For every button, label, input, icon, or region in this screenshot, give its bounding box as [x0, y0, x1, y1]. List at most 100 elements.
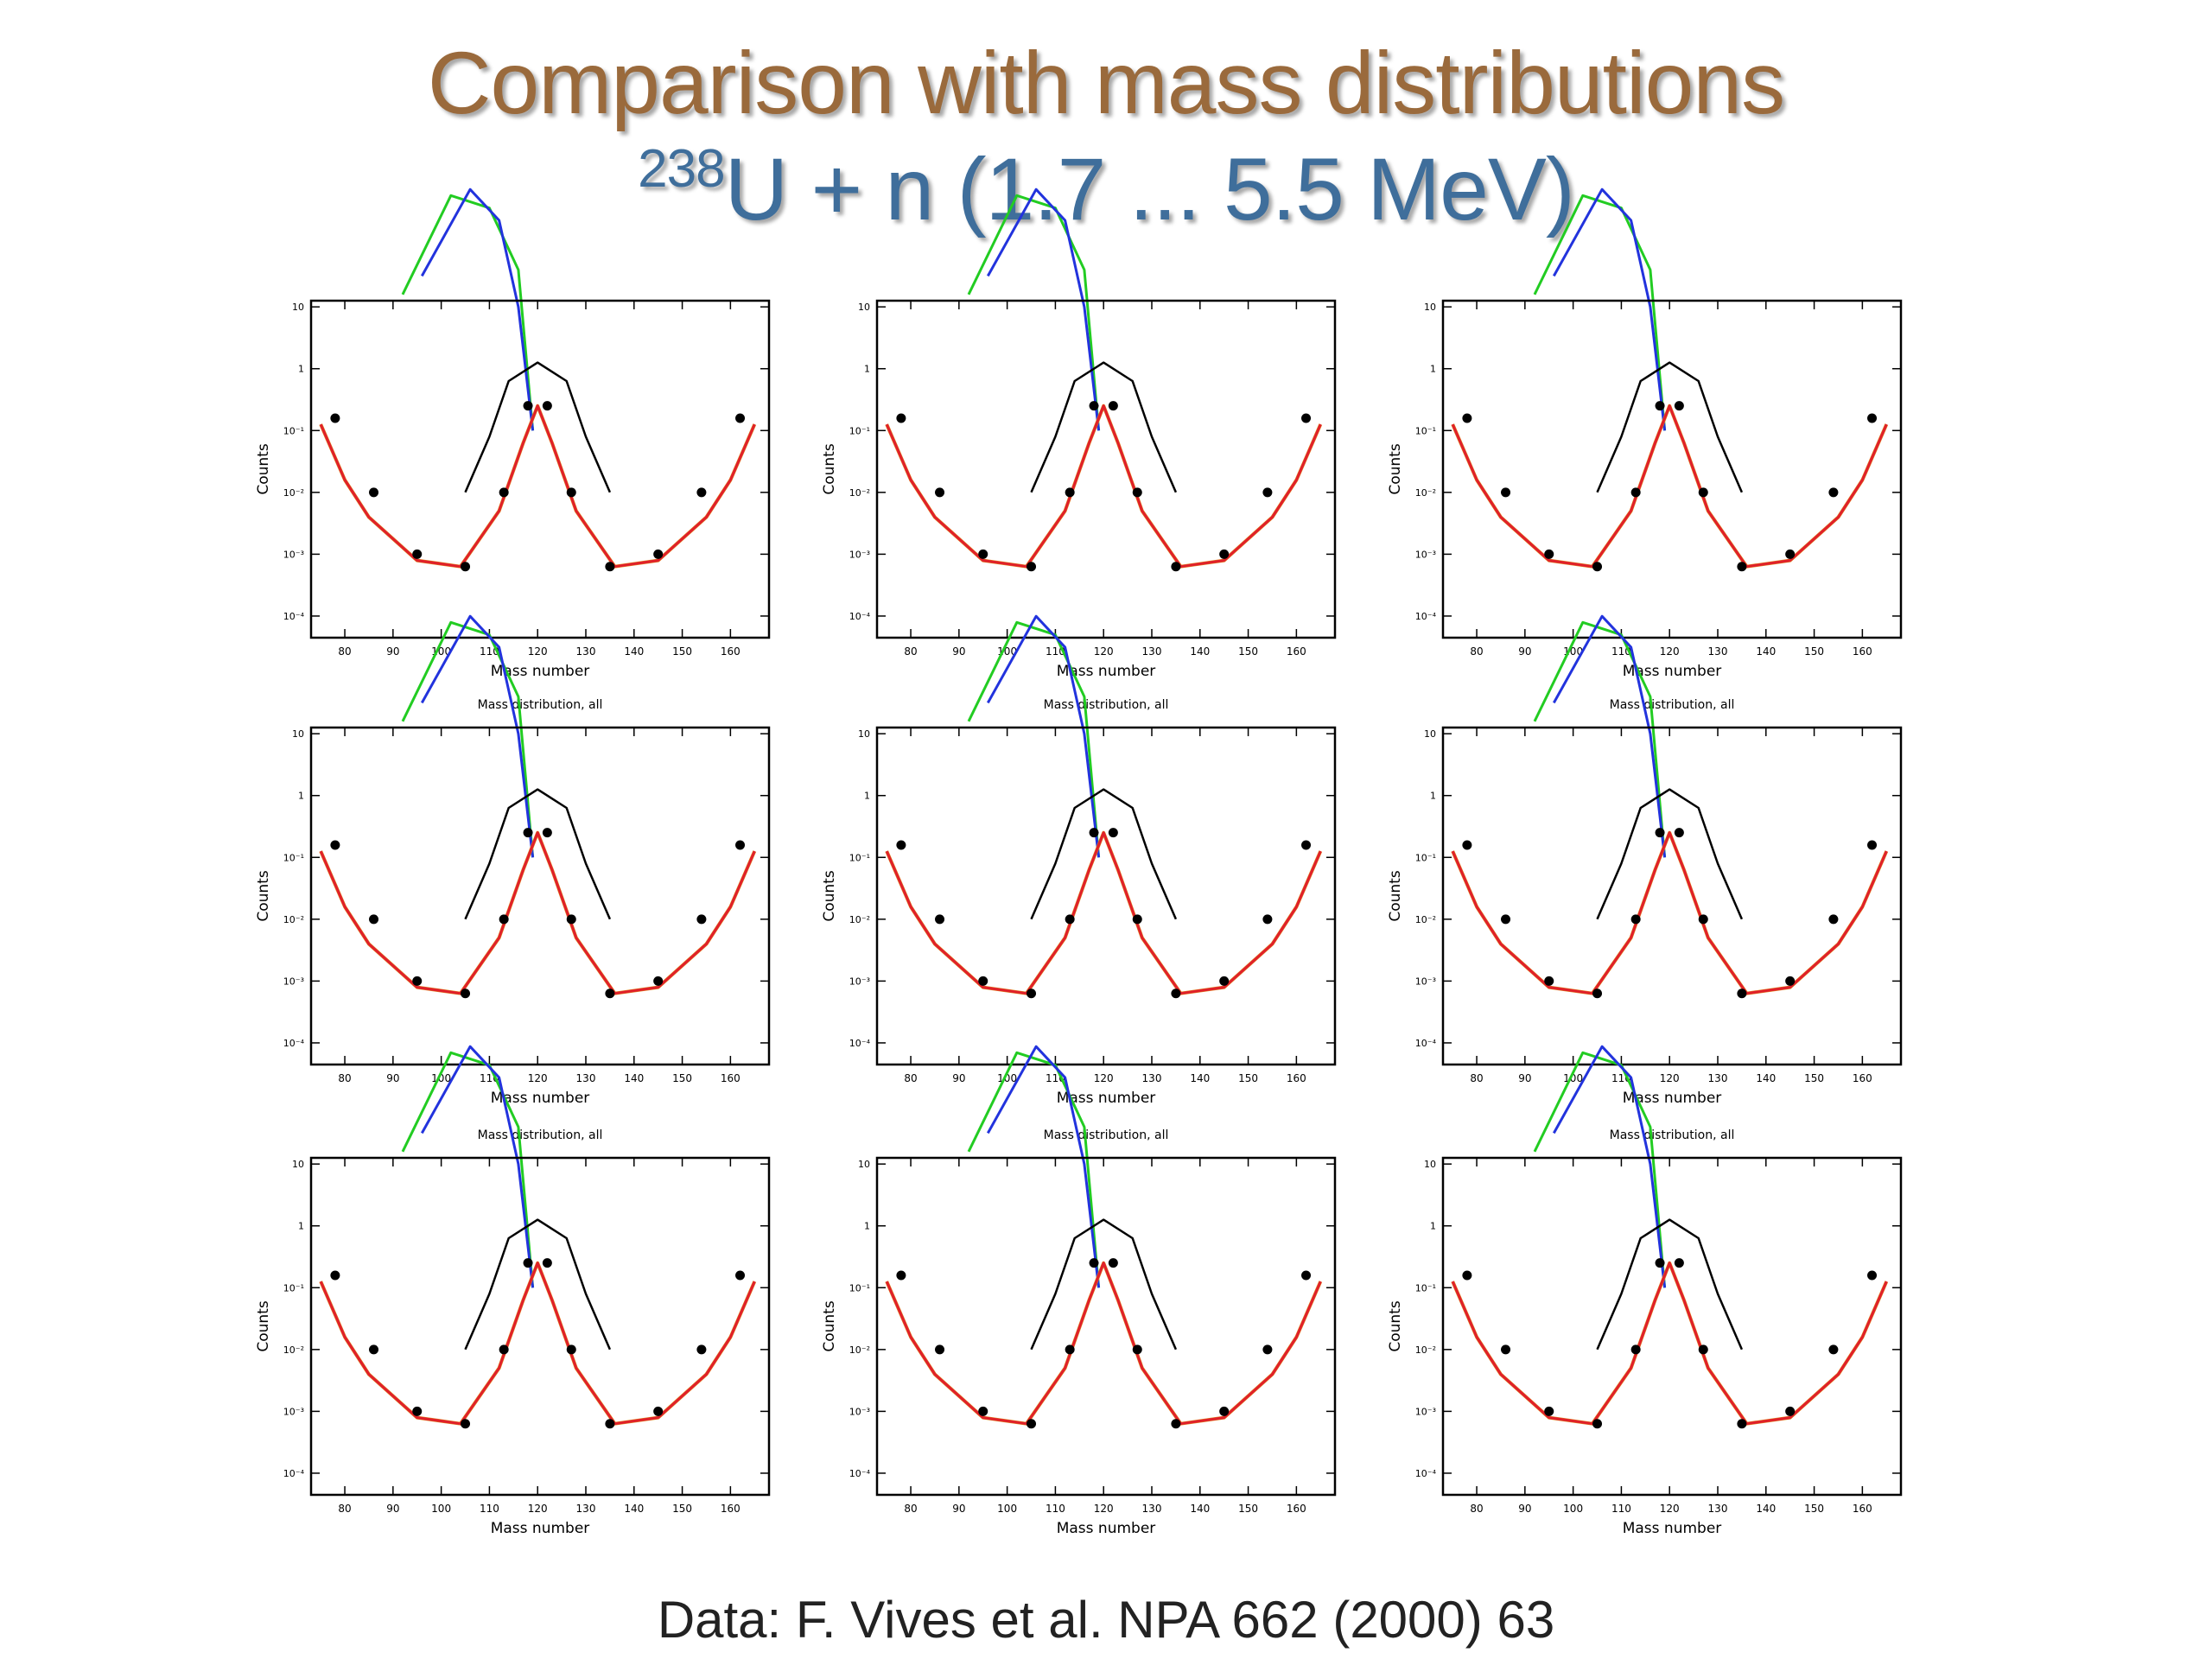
series-symmetric	[1032, 1220, 1176, 1350]
y-tick-label: 10⁻²	[849, 487, 870, 499]
series-total	[321, 1263, 754, 1424]
data-point	[896, 840, 906, 849]
data-point	[412, 976, 422, 986]
x-tick-label: 140	[1190, 645, 1210, 658]
axis-ticks	[877, 728, 1335, 1065]
data-point	[567, 1344, 576, 1354]
y-tick-label: 10	[1424, 1159, 1436, 1170]
y-tick-label: 10⁻⁴	[283, 611, 305, 622]
series-sum	[321, 406, 754, 567]
y-tick-label: 1	[1430, 791, 1436, 802]
series-data-points	[896, 1258, 1311, 1428]
y-tick-label: 10⁻⁴	[849, 1038, 871, 1049]
y-tick-label: 10⁻⁴	[283, 1468, 305, 1479]
x-tick-label: 160	[1287, 1072, 1306, 1084]
page-subtitle: 238U + n (1.7 ... 5.5 MeV)	[0, 138, 2212, 240]
data-point	[1301, 413, 1311, 423]
series-sum	[321, 1263, 754, 1424]
y-tick-label: 10⁻²	[283, 1344, 304, 1356]
x-tick-label: 80	[1470, 1503, 1483, 1515]
data-point	[1544, 1407, 1554, 1416]
series-symmetric	[1032, 790, 1176, 919]
data-point	[1027, 562, 1036, 571]
chart-panel-4: Mass distribution, all80 90 100 110 120 130 14…	[311, 728, 769, 1065]
series-data-points	[330, 401, 745, 571]
x-tick-label: 120	[1094, 645, 1114, 658]
series-total	[1452, 833, 1886, 994]
data-point	[1219, 976, 1229, 986]
x-tick-label: 150	[672, 1072, 692, 1084]
data-point	[1699, 487, 1708, 497]
data-point	[1133, 1344, 1142, 1354]
data-point	[1699, 1344, 1708, 1354]
panel-title: Mass distribution, all	[1610, 698, 1735, 712]
series-asymmetric-b	[969, 622, 1099, 857]
series-asymmetric-b	[403, 622, 533, 857]
series-sum	[887, 406, 1320, 567]
panel-title: Mass distribution, all	[478, 1128, 603, 1142]
x-tick-label: 160	[721, 1503, 741, 1515]
x-tick-label: 140	[1756, 645, 1776, 658]
data-point	[1090, 1258, 1099, 1268]
data-point	[1675, 1258, 1684, 1268]
data-point	[1501, 1344, 1510, 1354]
y-tick-label: 10	[858, 1159, 870, 1170]
data-point	[330, 840, 340, 849]
data-point	[1544, 550, 1554, 559]
data-point	[1090, 401, 1099, 410]
data-point	[978, 550, 988, 559]
y-tick-label: 1	[1430, 364, 1436, 375]
plot-frame	[311, 728, 769, 1065]
x-tick-label: 120	[1094, 1072, 1114, 1084]
y-axis-label: Counts	[255, 870, 272, 921]
series-sum	[1452, 833, 1886, 994]
plot-frame	[1443, 301, 1901, 638]
y-tick-label: 10⁻³	[1415, 976, 1436, 987]
data-point	[1675, 828, 1684, 837]
x-tick-label: 130	[1708, 1072, 1728, 1084]
data-point	[1109, 828, 1118, 837]
x-tick-label: 90	[386, 1503, 399, 1515]
x-tick-label: 160	[1287, 645, 1306, 658]
page-title: Comparison with mass distributions	[0, 33, 2212, 134]
x-tick-label: 90	[1518, 1503, 1531, 1515]
data-point	[567, 487, 576, 497]
data-point	[1592, 1419, 1602, 1428]
x-tick-label: 120	[528, 1072, 548, 1084]
y-tick-label: 1	[298, 364, 304, 375]
x-tick-label: 140	[1190, 1503, 1210, 1515]
series-asymmetric-b	[403, 1052, 533, 1287]
data-point	[524, 401, 533, 410]
y-tick-label: 10	[858, 728, 870, 740]
data-point	[605, 562, 614, 571]
data-point	[1065, 487, 1075, 497]
y-tick-label: 10⁻¹	[849, 1282, 870, 1294]
citation: Data: F. Vives et al. NPA 662 (2000) 63	[0, 1590, 2212, 1649]
data-point	[369, 914, 378, 924]
x-tick-label: 80	[338, 645, 351, 658]
x-axis-label: Mass number	[1623, 1520, 1722, 1537]
y-tick-label: 10⁻¹	[849, 852, 870, 863]
x-tick-label: 150	[1238, 645, 1258, 658]
x-tick-label: 90	[952, 645, 965, 658]
x-tick-label: 120	[528, 1503, 548, 1515]
x-tick-label: 100	[431, 1503, 451, 1515]
y-tick-label: 10⁻¹	[283, 852, 304, 863]
x-tick-label: 160	[1853, 1072, 1872, 1084]
data-point	[461, 562, 470, 571]
x-tick-label: 100	[1563, 1503, 1583, 1515]
series-asymmetric-b	[1535, 1052, 1665, 1287]
x-tick-label: 130	[576, 1072, 596, 1084]
series-sum	[321, 833, 754, 994]
subtitle-superscript: 238	[638, 139, 724, 199]
series-sum	[1452, 1263, 1886, 1424]
data-point	[1737, 562, 1746, 571]
data-point	[1785, 1407, 1795, 1416]
x-tick-label: 80	[904, 1503, 917, 1515]
data-point	[696, 487, 706, 497]
plot-frame	[877, 1158, 1335, 1495]
y-tick-label: 10⁻³	[1415, 1406, 1436, 1417]
x-tick-label: 120	[1094, 1503, 1114, 1515]
data-point	[935, 914, 944, 924]
